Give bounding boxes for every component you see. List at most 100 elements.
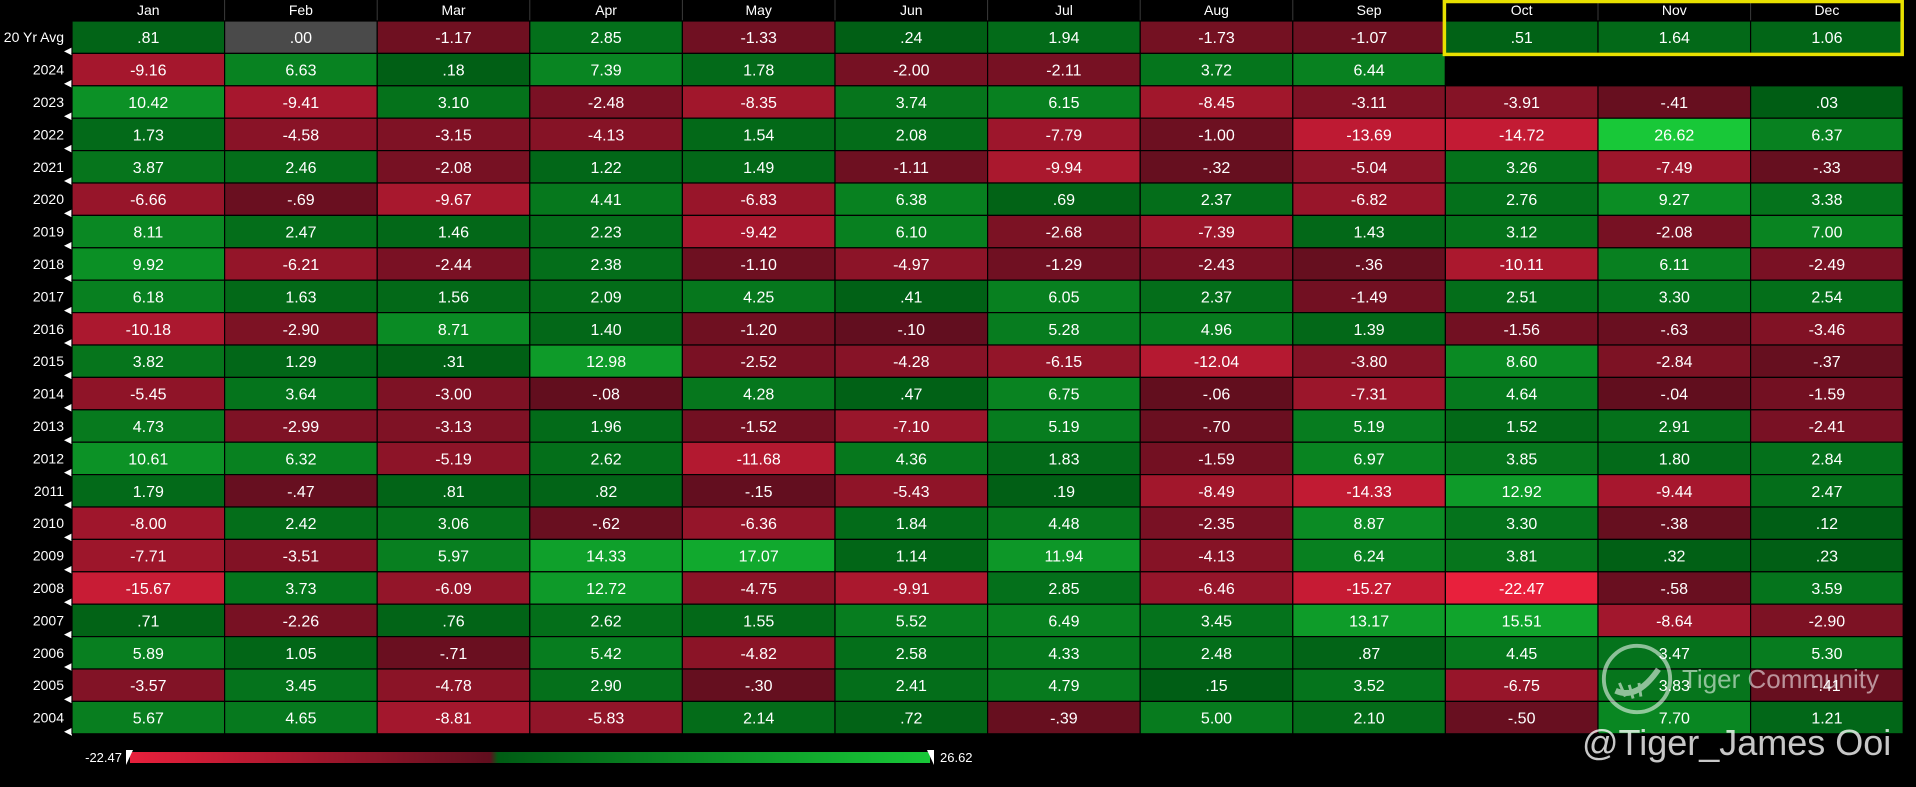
cell-value: 1.84 xyxy=(896,516,927,533)
cell-value: 2.85 xyxy=(1048,581,1079,598)
cell-value: 2.47 xyxy=(1811,484,1842,501)
heatmap-cell xyxy=(681,214,836,249)
cell-value: -2.90 xyxy=(283,322,320,339)
heatmap-cell xyxy=(986,20,1141,55)
cell-value: 5.00 xyxy=(1201,711,1232,728)
cell-value: 6.15 xyxy=(1048,95,1079,112)
heatmap-cell xyxy=(986,603,1141,638)
cell-value: 4.41 xyxy=(591,192,622,209)
cell-value: .23 xyxy=(1816,549,1838,566)
column-header: Dec xyxy=(1814,2,1839,18)
cell-value: -6.15 xyxy=(1046,354,1083,371)
heatmap-cell xyxy=(1292,441,1447,476)
cell-value: 6.97 xyxy=(1354,451,1385,468)
cell-value: .71 xyxy=(137,613,159,630)
heatmap-cell xyxy=(986,409,1141,443)
cell-value: -.71 xyxy=(440,646,468,663)
cell-value: -2.35 xyxy=(1198,516,1235,533)
cell-value: 5.67 xyxy=(133,711,164,728)
cell-value: 1.40 xyxy=(591,322,622,339)
scale-min-marker-icon xyxy=(126,750,133,765)
row-label: 2015 xyxy=(33,353,64,369)
row-label: 2010 xyxy=(33,515,64,531)
heatmap-cell xyxy=(1139,635,1294,670)
heatmap-cell xyxy=(1597,376,1752,411)
cell-value: -2.43 xyxy=(1198,257,1235,274)
cell-value: 15.51 xyxy=(1502,613,1542,630)
row-marker-icon xyxy=(64,695,72,704)
heatmap-cell xyxy=(71,538,226,573)
cell-value: -4.28 xyxy=(893,354,930,371)
cell-value: -1.59 xyxy=(1809,387,1846,404)
cell-value: -9.91 xyxy=(893,581,930,598)
heatmap-cell xyxy=(71,85,226,119)
cell-value: -9.44 xyxy=(1656,484,1693,501)
heatmap-cell xyxy=(1292,409,1447,443)
heatmap-cell xyxy=(1597,85,1752,119)
heatmap-cell xyxy=(986,506,1141,541)
heatmap-cell xyxy=(1139,409,1294,443)
cell-value: 1.64 xyxy=(1659,30,1690,47)
cell-value: -8.00 xyxy=(130,516,167,533)
cell-value: 3.45 xyxy=(285,678,316,695)
heatmap-cell xyxy=(71,279,226,314)
heatmap-cell xyxy=(681,150,836,184)
cell-value: 5.42 xyxy=(591,646,622,663)
row-label: 2008 xyxy=(33,580,64,596)
heatmap-cell xyxy=(1292,603,1447,638)
cell-value: -1.49 xyxy=(1351,289,1388,306)
cell-value: -3.57 xyxy=(130,678,167,695)
column-header: Jan xyxy=(137,2,160,18)
heatmap-cell xyxy=(1597,247,1752,281)
heatmap-cell xyxy=(1444,538,1599,573)
heatmap-cell xyxy=(529,668,683,703)
cell-value: -5.83 xyxy=(588,711,625,728)
cell-value: 26.62 xyxy=(1654,127,1694,144)
heatmap-cell xyxy=(376,247,531,281)
cell-value: 9.27 xyxy=(1659,192,1690,209)
cell-value: 2.76 xyxy=(1506,192,1537,209)
cell-value: -2.41 xyxy=(1809,419,1846,436)
heatmap-cell xyxy=(1749,409,1904,443)
heatmap-cell xyxy=(1139,247,1294,281)
watermark-handle: @Tiger_James Ooi xyxy=(1582,722,1892,763)
cell-value: .81 xyxy=(137,30,159,47)
cell-value: 14.33 xyxy=(586,549,626,566)
cell-value: -.41 xyxy=(1661,95,1689,112)
cell-value: -.32 xyxy=(1203,160,1231,177)
cell-value: 5.30 xyxy=(1811,646,1842,663)
heatmap-cell xyxy=(224,150,378,184)
cell-value: -9.41 xyxy=(283,95,320,112)
heatmap-cell xyxy=(529,376,683,411)
cell-value: 2.91 xyxy=(1659,419,1690,436)
cell-value: 1.96 xyxy=(591,419,622,436)
heatmap-cell xyxy=(1139,603,1294,638)
cell-value: 6.63 xyxy=(285,63,316,80)
row-label: 2005 xyxy=(33,677,64,693)
heatmap-cell xyxy=(1749,571,1904,605)
heatmap-cell xyxy=(224,214,378,249)
heatmap-cell xyxy=(1139,279,1294,314)
row-marker-icon xyxy=(64,241,72,250)
cell-value: 6.05 xyxy=(1048,289,1079,306)
cell-value: -1.29 xyxy=(1046,257,1083,274)
cell-value: -10.11 xyxy=(1500,257,1544,274)
cell-value: 4.28 xyxy=(743,387,774,404)
cell-value: -3.91 xyxy=(1503,95,1540,112)
cell-value: -.08 xyxy=(592,387,620,404)
cell-value: 1.05 xyxy=(285,646,316,663)
cell-value: 2.84 xyxy=(1811,451,1842,468)
cell-value: 4.33 xyxy=(1048,646,1079,663)
heatmap-cell xyxy=(1597,117,1752,152)
cell-value: 8.71 xyxy=(438,322,469,339)
cell-value: 6.44 xyxy=(1354,63,1385,80)
heatmap-cell xyxy=(1597,474,1752,508)
cell-value: -5.04 xyxy=(1351,160,1388,177)
heatmap-cell xyxy=(1444,635,1599,670)
cell-value: 1.79 xyxy=(133,484,164,501)
cell-value: -.50 xyxy=(1508,711,1536,728)
row-label: 2011 xyxy=(34,483,64,499)
cell-value: 12.72 xyxy=(586,581,626,598)
heatmap-cell xyxy=(1749,474,1904,508)
cell-value: 8.11 xyxy=(133,225,163,242)
